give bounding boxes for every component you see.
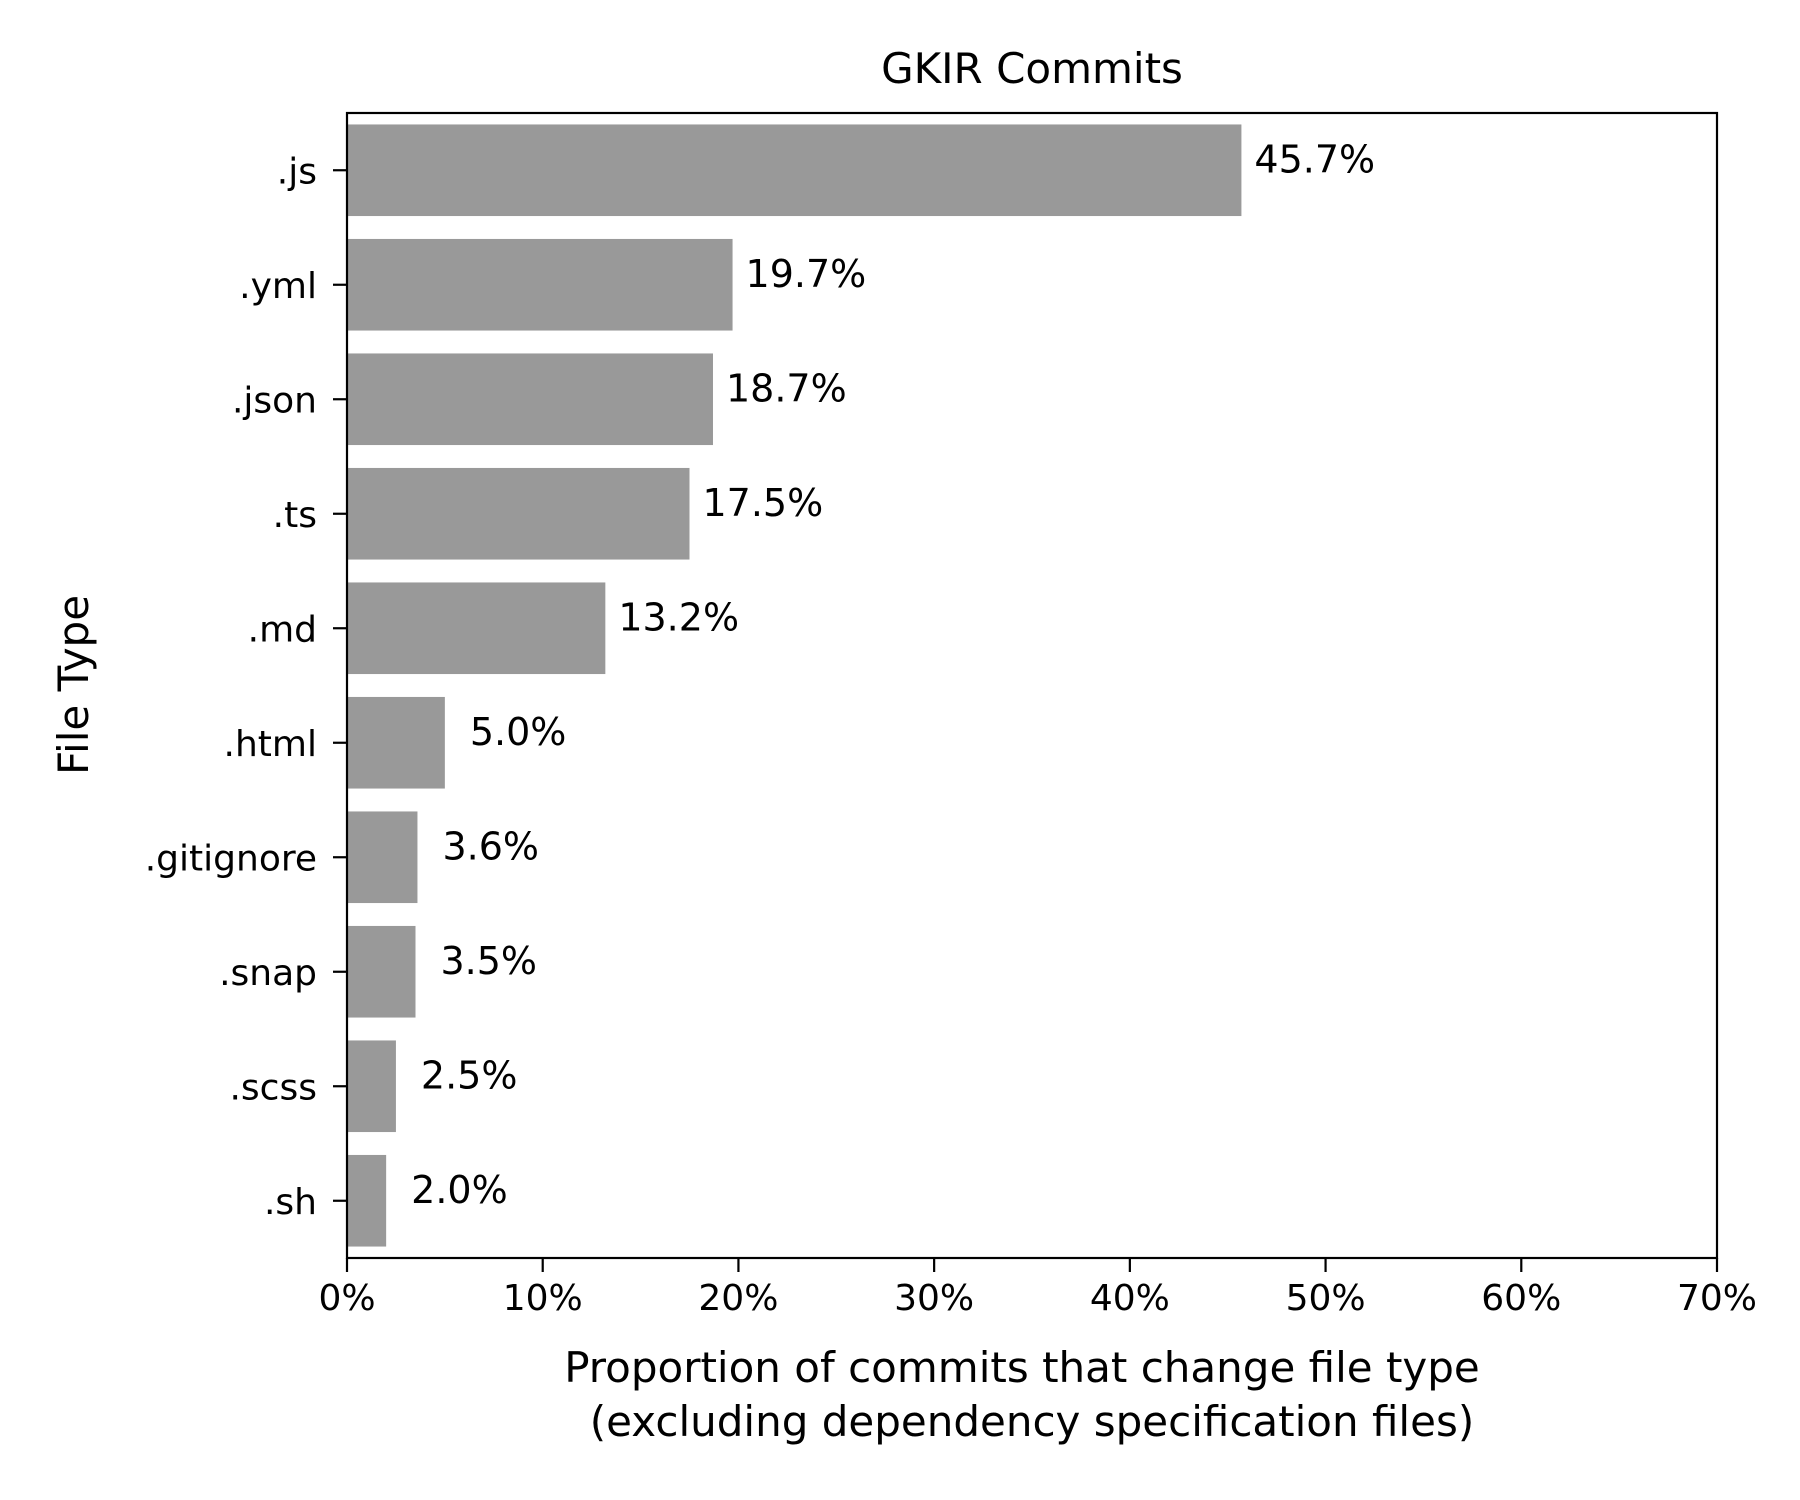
plot-frame: [345, 111, 1719, 1260]
bar: [347, 1040, 396, 1133]
bar-value-label: 2.5%: [421, 1053, 518, 1097]
y-axis: .js .yml .json .ts .md .html .gitignore .snap .s…: [145, 151, 347, 1223]
bar-value-label: 13.2%: [618, 595, 739, 639]
bar-value-label: 3.5%: [441, 939, 538, 983]
x-tick-label: 70%: [1677, 1278, 1757, 1319]
bar: [347, 1154, 387, 1247]
bar-value-label: 17.5%: [703, 481, 824, 525]
x-tick-label: 30%: [894, 1278, 974, 1319]
bars-layer: [347, 124, 1242, 1247]
bar-value-label: 45.7%: [1254, 137, 1375, 181]
y-tick-label: .ts: [273, 495, 317, 536]
x-axis: 0% 10% 20% 30% 40% 50% 60% 70%: [318, 1258, 1757, 1319]
bar-value-label: 5.0%: [470, 710, 567, 754]
bar-value-label: 3.6%: [442, 824, 539, 868]
y-tick-label: .json: [232, 380, 317, 421]
y-tick-label: .sh: [264, 1182, 317, 1223]
y-tick-label: .snap: [219, 953, 317, 994]
x-tick-label: 10%: [503, 1278, 583, 1319]
value-labels-layer: 45.7% 19.7% 18.7% 17.5% 13.2% 5.0% 3.6% 3.5% 2.5…: [411, 137, 1375, 1212]
bar: [347, 925, 416, 1018]
bar: [347, 467, 690, 560]
x-tick-label: 0%: [318, 1278, 375, 1319]
chart-title: GKIR Commits: [881, 44, 1183, 93]
x-axis-label-line-1: Proportion of commits that change file t…: [564, 1343, 1480, 1392]
bar: [347, 811, 418, 904]
bar-value-label: 18.7%: [726, 366, 847, 410]
x-tick-label: 40%: [1090, 1278, 1170, 1319]
y-axis-label: File Type: [49, 595, 98, 775]
y-tick-label: .md: [248, 609, 317, 650]
y-tick-label: .js: [277, 151, 317, 192]
x-tick-label: 60%: [1481, 1278, 1561, 1319]
y-tick-label: .yml: [239, 266, 317, 307]
x-tick-label: 50%: [1286, 1278, 1366, 1319]
bar: [347, 124, 1242, 217]
y-tick-label: .scss: [229, 1067, 317, 1108]
bar-value-label: 2.0%: [411, 1168, 508, 1212]
y-tick-label: .gitignore: [145, 838, 317, 879]
x-axis-label-line-2: (excluding dependency specification file…: [590, 1397, 1474, 1446]
bar: [347, 696, 445, 789]
bar: [347, 238, 733, 331]
x-tick-label: 20%: [698, 1278, 778, 1319]
bar: [347, 353, 713, 446]
y-tick-label: .html: [224, 724, 317, 765]
bar: [347, 582, 606, 675]
bar-value-label: 19.7%: [746, 252, 867, 296]
